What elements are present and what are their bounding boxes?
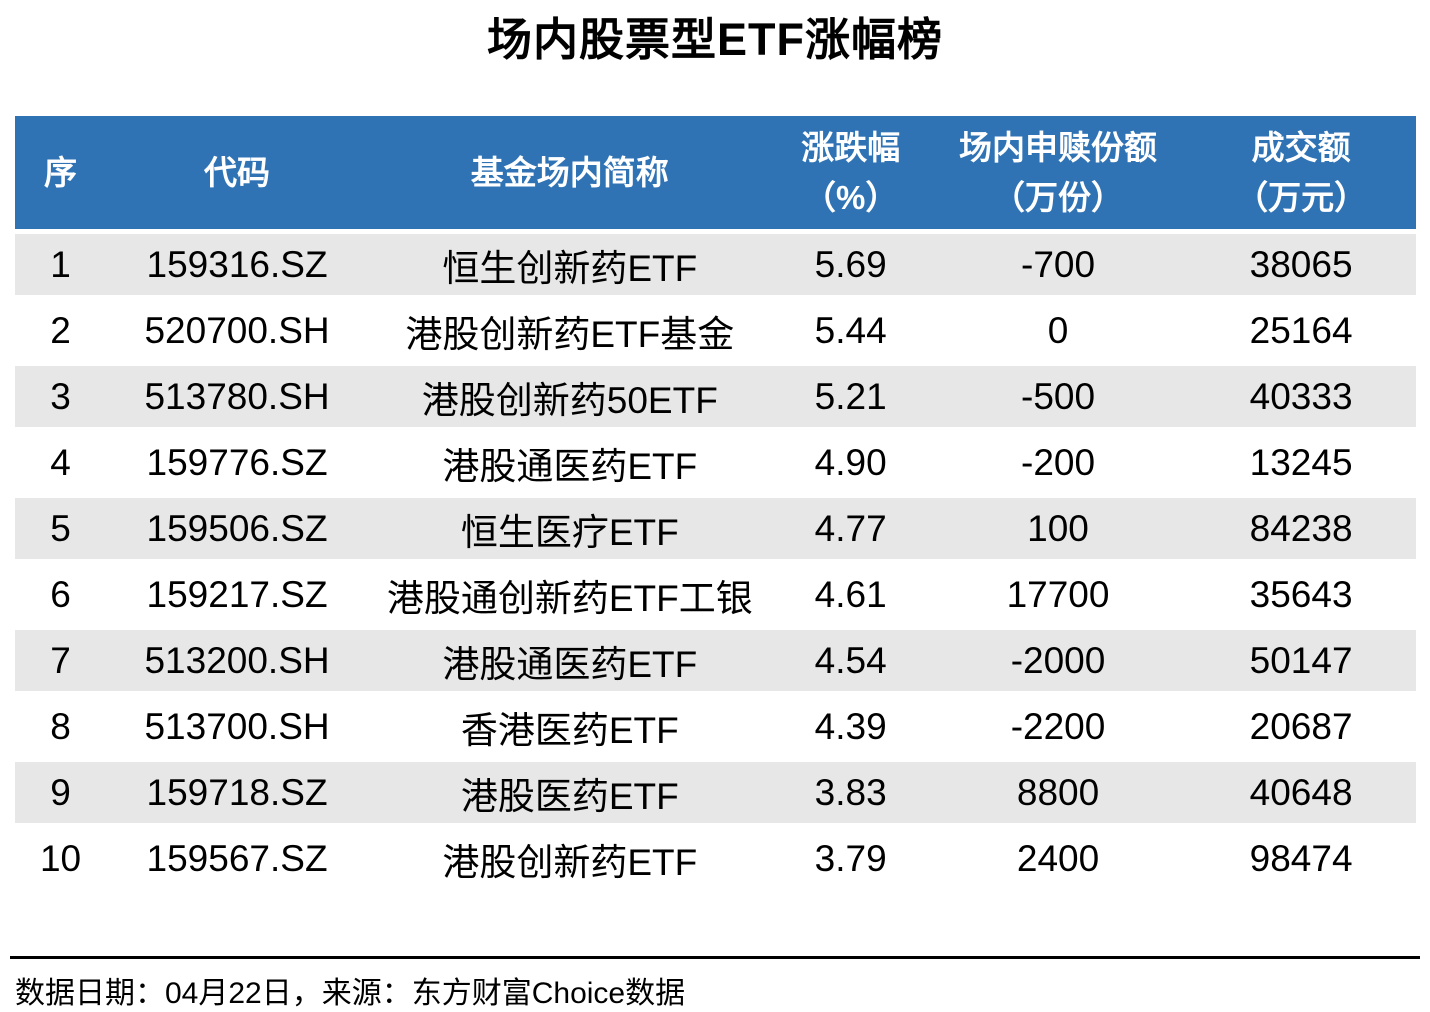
column-header-rank: 序: [15, 116, 107, 234]
cell-turnover: 25164: [1186, 300, 1416, 366]
table-row: 8 513700.SH 香港医药ETF 4.39 -2200 20687: [15, 696, 1416, 762]
column-header-code: 代码: [106, 116, 369, 234]
column-header-flow-shares: 场内申赎份额 （万份）: [929, 116, 1187, 234]
etf-gainers-table: 序 代码 基金场内简称 涨跌幅 （%） 场内申赎份额 （万份） 成交额 （万元: [15, 116, 1416, 894]
cell-rank: 6: [15, 564, 107, 630]
cell-turnover: 50147: [1186, 630, 1416, 696]
cell-turnover: 13245: [1186, 432, 1416, 498]
column-header-unit: （万份）: [992, 178, 1125, 216]
cell-code: 159217.SZ: [106, 564, 369, 630]
column-header-unit: （%）: [803, 178, 899, 216]
cell-rank: 7: [15, 630, 107, 696]
cell-flow-shares: 2400: [929, 828, 1187, 894]
cell-fund-name: 港股医药ETF: [368, 762, 772, 828]
table-row: 2 520700.SH 港股创新药ETF基金 5.44 0 25164: [15, 300, 1416, 366]
cell-rank: 5: [15, 498, 107, 564]
cell-change-pct: 5.21: [771, 366, 930, 432]
cell-code: 159567.SZ: [106, 828, 369, 894]
cell-turnover: 40333: [1186, 366, 1416, 432]
cell-flow-shares: -500: [929, 366, 1187, 432]
cell-change-pct: 5.44: [771, 300, 930, 366]
cell-change-pct: 4.39: [771, 696, 930, 762]
cell-flow-shares: 17700: [929, 564, 1187, 630]
column-header-label: 涨跌幅: [801, 128, 901, 166]
column-header-label: 基金场内简称: [470, 153, 669, 191]
column-header-label: 代码: [204, 153, 271, 191]
table-row: 10 159567.SZ 港股创新药ETF 3.79 2400 98474: [15, 828, 1416, 894]
cell-code: 513700.SH: [106, 696, 369, 762]
page-title: 场内股票型ETF涨幅榜: [487, 14, 943, 65]
table-header: 序 代码 基金场内简称 涨跌幅 （%） 场内申赎份额 （万份） 成交额 （万元: [15, 116, 1416, 234]
cell-fund-name: 港股创新药ETF: [368, 828, 772, 894]
cell-code: 513780.SH: [106, 366, 369, 432]
cell-rank: 8: [15, 696, 107, 762]
table-row: 6 159217.SZ 港股通创新药ETF工银 4.61 17700 35643: [15, 564, 1416, 630]
cell-turnover: 35643: [1186, 564, 1416, 630]
column-header-label: 序: [44, 153, 78, 191]
column-header-change-pct: 涨跌幅 （%）: [771, 116, 930, 234]
column-header-turnover: 成交额 （万元）: [1186, 116, 1416, 234]
cell-change-pct: 4.77: [771, 498, 930, 564]
cell-turnover: 84238: [1186, 498, 1416, 564]
column-header-label: 成交额: [1251, 128, 1351, 166]
table-row: 4 159776.SZ 港股通医药ETF 4.90 -200 13245: [15, 432, 1416, 498]
cell-fund-name: 恒生创新药ETF: [368, 234, 772, 300]
cell-rank: 3: [15, 366, 107, 432]
cell-fund-name: 港股通创新药ETF工银: [368, 564, 772, 630]
cell-flow-shares: 100: [929, 498, 1187, 564]
cell-fund-name: 港股创新药ETF基金: [368, 300, 772, 366]
cell-fund-name: 香港医药ETF: [368, 696, 772, 762]
cell-fund-name: 港股通医药ETF: [368, 432, 772, 498]
page: { "title": "场内股票型ETF涨幅榜", "header": { "c…: [0, 12, 1430, 1012]
table-row: 3 513780.SH 港股创新药50ETF 5.21 -500 40333: [15, 366, 1416, 432]
cell-rank: 10: [15, 828, 107, 894]
cell-fund-name: 港股通医药ETF: [368, 630, 772, 696]
cell-flow-shares: -700: [929, 234, 1187, 300]
column-header-label: 场内申赎份额: [959, 128, 1158, 166]
cell-code: 159718.SZ: [106, 762, 369, 828]
cell-flow-shares: 0: [929, 300, 1187, 366]
cell-code: 159776.SZ: [106, 432, 369, 498]
column-header-fund-name: 基金场内简称: [368, 116, 772, 234]
cell-turnover: 40648: [1186, 762, 1416, 828]
cell-flow-shares: -2000: [929, 630, 1187, 696]
cell-change-pct: 5.69: [771, 234, 930, 300]
cell-turnover: 20687: [1186, 696, 1416, 762]
cell-code: 513200.SH: [106, 630, 369, 696]
cell-fund-name: 恒生医疗ETF: [368, 498, 772, 564]
cell-code: 520700.SH: [106, 300, 369, 366]
cell-flow-shares: -2200: [929, 696, 1187, 762]
cell-code: 159316.SZ: [106, 234, 369, 300]
cell-fund-name: 港股创新药50ETF: [368, 366, 772, 432]
cell-flow-shares: -200: [929, 432, 1187, 498]
table-header-row: 序 代码 基金场内简称 涨跌幅 （%） 场内申赎份额 （万份） 成交额 （万元: [15, 116, 1416, 234]
cell-change-pct: 4.61: [771, 564, 930, 630]
cell-change-pct: 4.90: [771, 432, 930, 498]
cell-rank: 1: [15, 234, 107, 300]
cell-flow-shares: 8800: [929, 762, 1187, 828]
cell-change-pct: 3.79: [771, 828, 930, 894]
table-row: 5 159506.SZ 恒生医疗ETF 4.77 100 84238: [15, 498, 1416, 564]
cell-rank: 9: [15, 762, 107, 828]
data-source-note: 数据日期：04月22日，来源：东方财富Choice数据: [10, 956, 1420, 1012]
table-row: 9 159718.SZ 港股医药ETF 3.83 8800 40648: [15, 762, 1416, 828]
cell-code: 159506.SZ: [106, 498, 369, 564]
cell-change-pct: 4.54: [771, 630, 930, 696]
column-header-unit: （万元）: [1235, 178, 1368, 216]
cell-rank: 2: [15, 300, 107, 366]
cell-change-pct: 3.83: [771, 762, 930, 828]
table-row: 7 513200.SH 港股通医药ETF 4.54 -2000 50147: [15, 630, 1416, 696]
cell-turnover: 98474: [1186, 828, 1416, 894]
cell-rank: 4: [15, 432, 107, 498]
table-body: 1 159316.SZ 恒生创新药ETF 5.69 -700 38065 2 520700.S…: [15, 234, 1416, 894]
table-row: 1 159316.SZ 恒生创新药ETF 5.69 -700 38065: [15, 234, 1416, 300]
cell-turnover: 38065: [1186, 234, 1416, 300]
